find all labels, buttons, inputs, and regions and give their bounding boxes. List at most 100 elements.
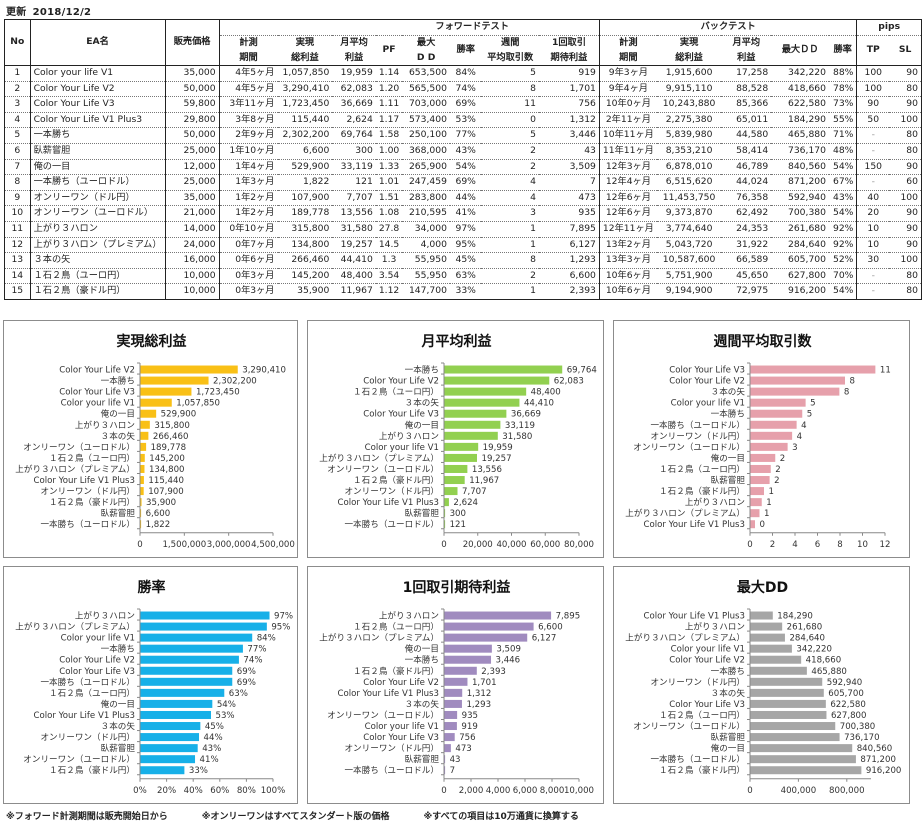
bar [140, 611, 270, 620]
chart-title: 週間平均取引数 [714, 333, 813, 350]
data-label: 8 [844, 388, 849, 398]
data-label: 2,302,200 [213, 377, 257, 387]
cell-bt-winrate: 71% [828, 127, 858, 144]
cell-bt-monthly: 65,011 [721, 112, 772, 129]
data-label: 342,220 [796, 645, 832, 655]
cell-bt-total: 9,194,900 [656, 283, 722, 300]
cell-fw-expect: 935 [538, 205, 600, 222]
cell-bt-maxdd: 592,940 [771, 190, 829, 207]
bar [444, 622, 534, 631]
data-label: 4 [797, 432, 802, 442]
cell-fw-winrate: 53% [449, 112, 482, 129]
cell-fw-winrate: 95% [449, 237, 482, 254]
cell-bt-period: 12年3ヶ月 [599, 159, 657, 176]
cell-fw-monthly: 19,257 [332, 237, 376, 254]
bar [444, 387, 527, 396]
data-label: 1,293 [466, 700, 491, 710]
category-label: 俺の一目 [101, 408, 135, 420]
table-row: 12 上がり３ハロン（プレミアム） 24,000 0年7ヶ月 134,800 19,257… [4, 237, 922, 254]
cell-fw-period: 3年11ヶ月 [219, 96, 278, 113]
cell-bt-winrate: 54% [828, 205, 858, 222]
data-label: 1 [769, 487, 774, 497]
cell-bt-monthly: 44,024 [721, 174, 772, 191]
cell-fw-period: 0年3ヶ月 [219, 268, 278, 285]
cell-fw-winrate: 74% [449, 81, 482, 98]
bar [140, 442, 147, 451]
category-label: Color Your Life V2 [59, 656, 135, 666]
category-label: 俺の一目 [711, 742, 745, 754]
bar [140, 688, 225, 697]
bar [140, 644, 243, 653]
cell-bt-total: 9,373,870 [656, 205, 722, 222]
category-label: １石２鳥（豪ドル円） [49, 764, 135, 776]
bar [444, 365, 563, 374]
cell-fw-maxdd: 55,950 [402, 268, 450, 285]
data-label: 36,669 [511, 410, 541, 420]
cell-tp: 50 [856, 112, 890, 129]
cell-fw-weekly: 3 [481, 205, 539, 222]
cell-fw-period: 1年2ヶ月 [219, 190, 278, 207]
cell-sl: 100 [889, 190, 922, 207]
x-tick-label: 400,000 [781, 786, 817, 796]
data-label: 6,600 [146, 509, 171, 519]
category-label: ３本の矢 [405, 397, 440, 409]
data-label: 1,723,450 [196, 388, 240, 398]
cell-fw-total: 107,900 [277, 190, 333, 207]
chart-max-dd: 最大DD Color Your Life V1 Plus3 184,290 上がり３ハ… [613, 566, 910, 804]
category-label: オンリーワン（ユーロドル） [633, 721, 745, 732]
col-sl: SL [889, 35, 922, 66]
cell-bt-monthly: 31,922 [721, 237, 772, 254]
data-label: 43 [450, 755, 461, 765]
data-label: 627,800 [831, 711, 867, 721]
cell-fw-total: 315,800 [277, 221, 333, 238]
bar [140, 387, 192, 396]
data-label: 592,940 [827, 678, 863, 688]
cell-fw-expect: 3,446 [538, 127, 600, 144]
data-label: 5 [810, 399, 815, 409]
bar [444, 453, 477, 462]
bar [140, 409, 157, 418]
data-label: 465,880 [811, 667, 847, 677]
bar [750, 420, 797, 429]
category-label: 上がり３ハロン（プレミアム） [15, 463, 135, 475]
data-label: 8 [850, 377, 855, 387]
category-label: Color Your Life V1 Plus3 [33, 476, 135, 486]
bar [750, 644, 792, 653]
x-tick-label: 3,000,000 [207, 540, 251, 550]
cell-tp: - [856, 268, 890, 285]
data-label: 97% [274, 612, 293, 622]
cell-fw-monthly: 62,083 [332, 81, 376, 98]
category-label: 一本勝ち（ユーロドル） [344, 764, 439, 776]
cell-bt-maxdd: 840,560 [771, 159, 829, 176]
category-label: ３本の矢 [405, 698, 440, 710]
cell-bt-total: 2,275,380 [656, 112, 722, 129]
cell-bt-maxdd: 736,170 [771, 143, 829, 160]
col-bt-total-2: 総利益 [656, 50, 722, 66]
col-fw-maxdd-1: 最大 [416, 37, 436, 48]
cell-fw-weekly: 2 [481, 268, 539, 285]
cell-no: 6 [4, 143, 31, 160]
cell-fw-total: 2,302,200 [277, 127, 333, 144]
x-tick-label: 8,000 [540, 786, 565, 796]
cell-fw-monthly: 11,967 [332, 283, 376, 300]
cell-price: 14,000 [165, 221, 220, 238]
cell-fw-maxdd: 210,595 [402, 205, 450, 222]
cell-bt-maxdd: 184,290 [771, 112, 829, 129]
category-label: Color Your Life V2 [59, 366, 135, 376]
cell-fw-expect: 43 [538, 143, 600, 160]
table-row: 11 上がり３ハロン 14,000 0年10ヶ月 315,800 31,580 27.8 34… [4, 221, 922, 238]
col-price: 販売価格 [165, 19, 220, 66]
bar [140, 398, 172, 407]
cell-fw-weekly: 8 [481, 81, 539, 98]
bar [750, 677, 823, 686]
data-label: 622,580 [830, 700, 866, 710]
bar [750, 733, 840, 742]
cell-bt-period: 12年4ヶ月 [599, 174, 657, 191]
cell-price: 50,000 [165, 127, 220, 144]
bar [140, 464, 145, 473]
cell-tp: 150 [856, 159, 890, 176]
bar [140, 509, 142, 518]
cell-ea-name: 臥薪嘗胆 [30, 143, 166, 160]
